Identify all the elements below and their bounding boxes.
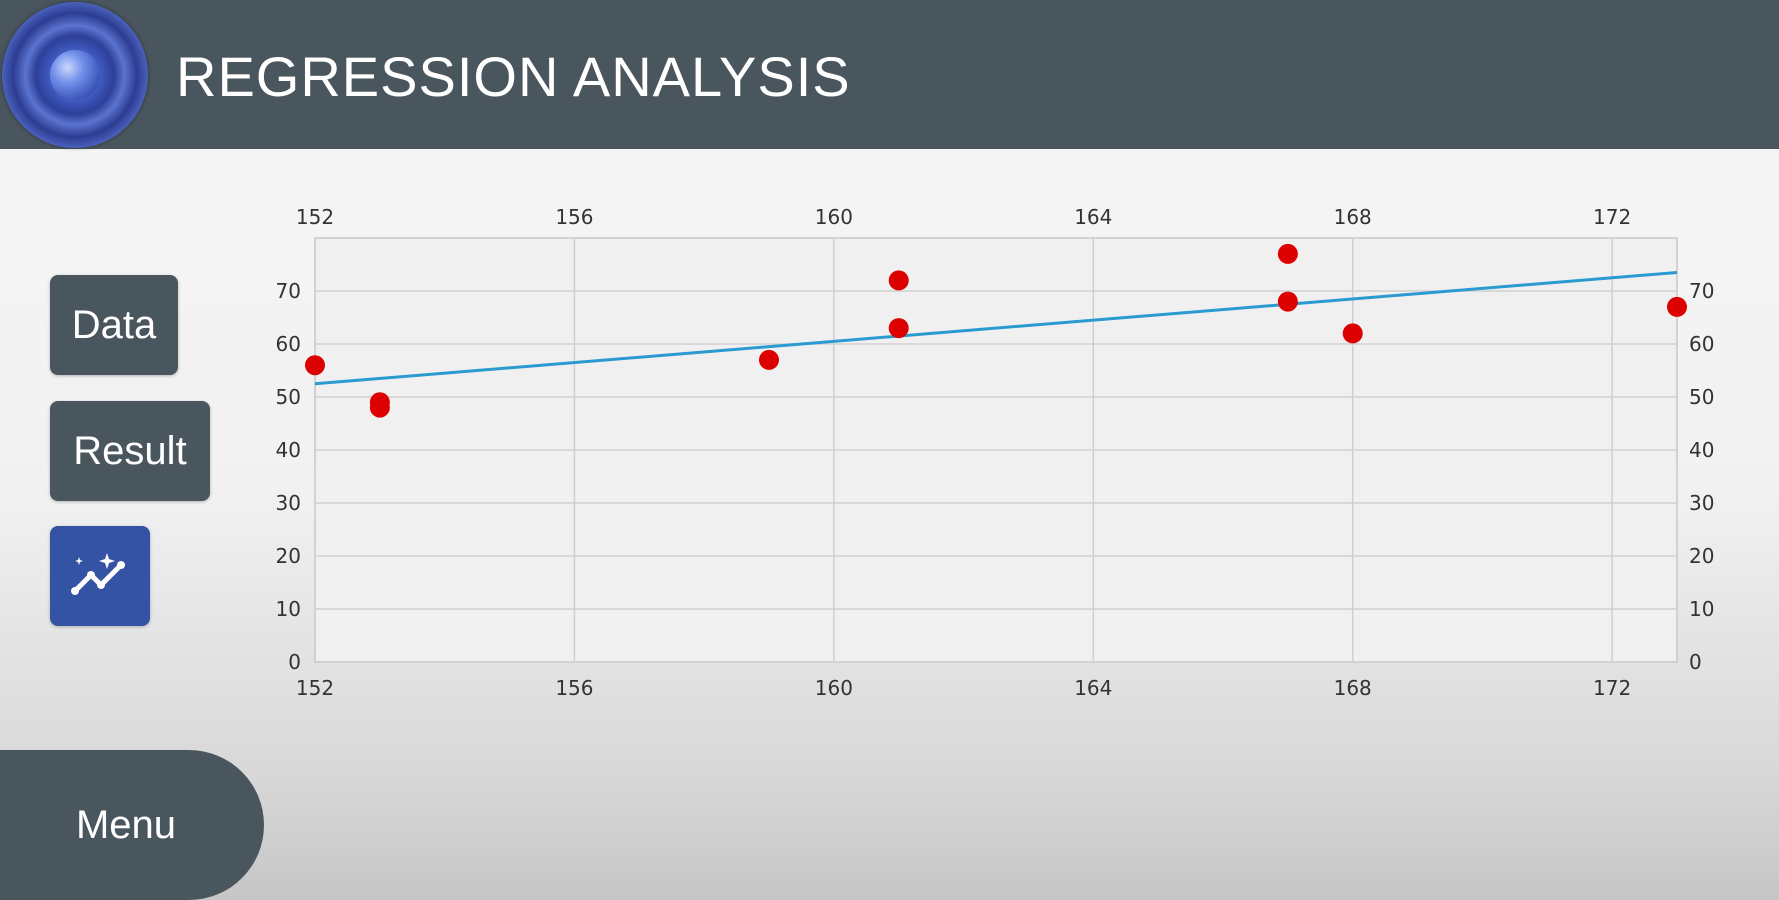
menu-button[interactable]: Menu <box>0 750 264 900</box>
x-tick-label-bottom: 160 <box>815 676 853 700</box>
y-tick-label-right: 70 <box>1689 279 1714 303</box>
trend-chart-button[interactable] <box>50 526 150 626</box>
result-button-label: Result <box>73 428 187 473</box>
x-tick-label-bottom: 172 <box>1593 676 1631 700</box>
data-point <box>759 349 779 370</box>
x-tick-label-top: 168 <box>1334 205 1372 229</box>
x-tick-label-top: 152 <box>296 205 334 229</box>
y-tick-label-right: 60 <box>1689 332 1714 356</box>
y-tick-label-left: 50 <box>276 385 301 409</box>
y-tick-label-left: 10 <box>276 597 301 621</box>
data-point <box>1342 323 1363 344</box>
y-tick-label-right: 0 <box>1689 650 1702 674</box>
x-tick-label-top: 164 <box>1074 205 1112 229</box>
data-point <box>305 355 325 376</box>
data-button-label: Data <box>71 302 157 347</box>
y-tick-label-left: 20 <box>276 544 301 568</box>
data-point <box>888 318 909 339</box>
y-tick-label-right: 40 <box>1689 438 1714 462</box>
y-tick-label-right: 20 <box>1689 544 1714 568</box>
top-bar: REGRESSION ANALYSIS <box>0 0 1779 149</box>
data-button[interactable]: Data <box>50 275 178 375</box>
x-tick-label-top: 160 <box>815 205 853 229</box>
app-logo-icon <box>2 2 148 148</box>
trend-sparkle-icon <box>71 553 125 595</box>
data-point <box>1277 291 1298 312</box>
y-tick-label-left: 60 <box>276 332 301 356</box>
y-tick-label-right: 10 <box>1689 597 1714 621</box>
x-tick-label-bottom: 156 <box>555 676 593 700</box>
y-tick-label-left: 30 <box>276 491 301 515</box>
regression-line <box>314 270 1678 386</box>
y-tick-label-right: 50 <box>1689 385 1714 409</box>
x-tick-label-top: 172 <box>1593 205 1631 229</box>
result-button[interactable]: Result <box>50 401 210 501</box>
y-tick-label-left: 0 <box>288 650 301 674</box>
logo-core <box>50 50 100 100</box>
x-tick-label-bottom: 152 <box>296 676 334 700</box>
x-tick-label-bottom: 168 <box>1334 676 1372 700</box>
y-tick-label-left: 70 <box>276 279 301 303</box>
data-point <box>1277 243 1298 264</box>
menu-button-label: Menu <box>75 802 177 847</box>
data-point <box>1667 296 1687 317</box>
y-tick-label-left: 40 <box>276 438 301 462</box>
y-tick-label-right: 30 <box>1689 491 1714 515</box>
data-point <box>888 270 909 291</box>
x-tick-label-bottom: 164 <box>1074 676 1112 700</box>
data-point <box>369 392 390 413</box>
x-tick-label-top: 156 <box>555 205 593 229</box>
page-title: REGRESSION ANALYSIS <box>176 45 851 108</box>
